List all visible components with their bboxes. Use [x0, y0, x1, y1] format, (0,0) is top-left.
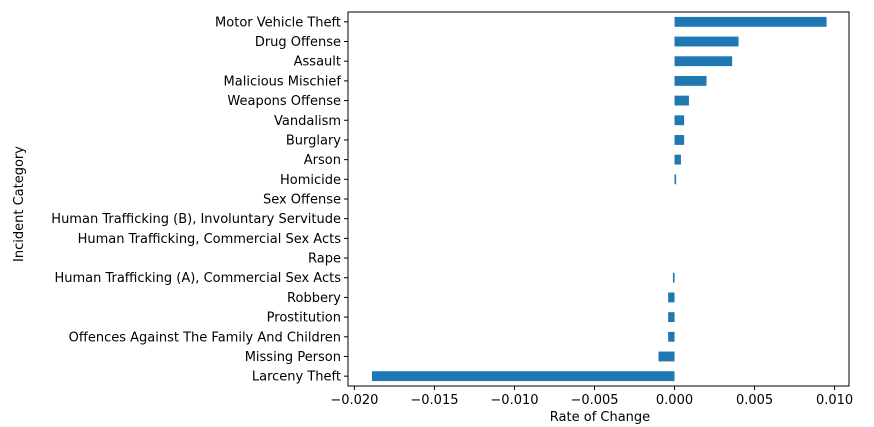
y-tick-label: Arson: [304, 153, 341, 168]
y-tick-label: Burglary: [286, 133, 341, 148]
y-tick-label: Prostitution: [267, 311, 341, 326]
bar: [674, 36, 739, 47]
y-axis-label: Incident Category: [12, 146, 27, 262]
bar: [674, 174, 677, 185]
bar: [674, 56, 733, 67]
bar: [672, 272, 675, 283]
y-tick-label: Malicious Mischief: [224, 74, 342, 89]
x-tick-label: 0.005: [736, 393, 773, 408]
y-tick-label: Weapons Offense: [227, 94, 341, 109]
x-axis: −0.020 −0.015 −0.010 −0.005 0.000 0.005 0.010: [330, 386, 853, 408]
y-tick-label: Sex Offense: [263, 193, 341, 208]
y-tick-label: Larceny Theft: [252, 370, 341, 385]
y-axis: Motor Vehicle Theft Drug Offense Assault Ma…: [51, 15, 348, 385]
y-tick-label: Rape: [308, 252, 341, 267]
bar: [658, 351, 675, 362]
y-tick-label: Missing Person: [245, 350, 341, 365]
x-tick-label: 0.010: [816, 393, 853, 408]
x-tick-label: 0.000: [656, 393, 693, 408]
x-axis-label: Rate of Change: [550, 410, 650, 425]
x-tick-label: −0.010: [490, 393, 538, 408]
bar: [674, 115, 685, 126]
y-tick-label: Human Trafficking (A), Commercial Sex Ac…: [54, 271, 341, 286]
bar: [674, 75, 707, 86]
bar: [674, 135, 685, 145]
x-tick-label: −0.020: [330, 393, 378, 408]
x-tick-label: −0.015: [410, 393, 458, 408]
y-tick-label: Human Trafficking (B), Involuntary Servi…: [51, 212, 341, 227]
y-tick-label: Homicide: [280, 173, 341, 188]
y-tick-label: Human Trafficking, Commercial Sex Acts: [78, 232, 342, 247]
bars-group: [372, 16, 827, 382]
bar: [674, 95, 689, 106]
y-tick-label: Vandalism: [274, 114, 341, 129]
bar: [668, 312, 675, 323]
y-tick-label: Motor Vehicle Theft: [215, 15, 341, 30]
y-tick-label: Robbery: [287, 291, 341, 306]
bar: [668, 331, 675, 342]
y-tick-label: Assault: [294, 55, 341, 70]
y-tick-label: Offences Against The Family And Children: [69, 330, 341, 345]
x-tick-label: −0.005: [570, 393, 618, 408]
bar: [372, 371, 675, 382]
bar: [674, 154, 681, 165]
y-tick-label: Drug Offense: [255, 35, 341, 50]
bar: [674, 16, 827, 27]
bar: [668, 292, 675, 303]
